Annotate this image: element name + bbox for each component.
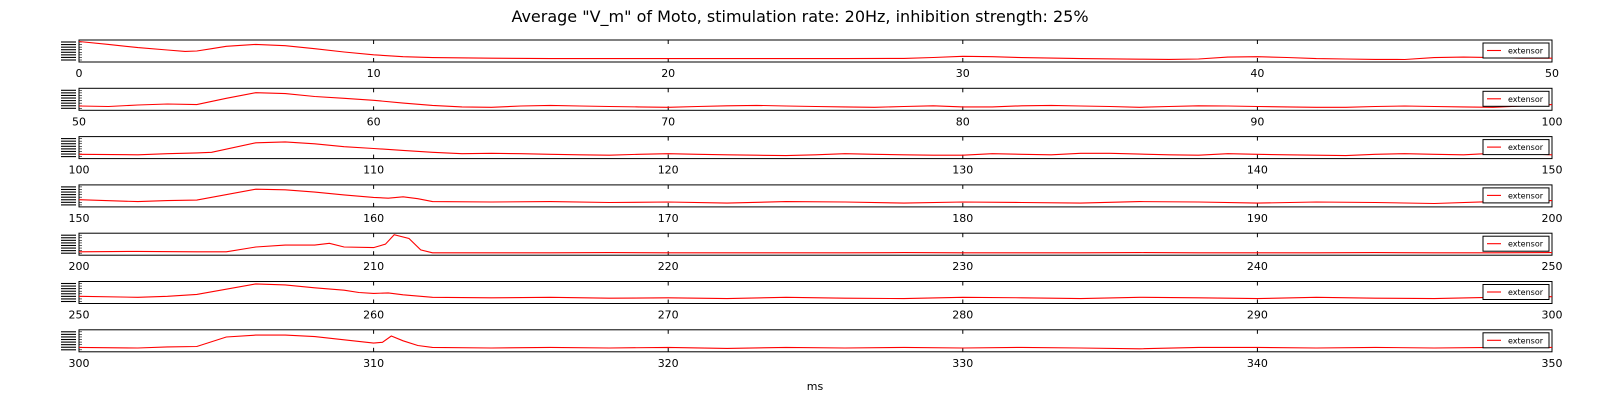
- panel-frame: [78, 87, 1553, 111]
- x-tick-label: 210: [363, 260, 384, 273]
- series-line-extensor: [78, 92, 1553, 108]
- series-line-extensor: [78, 234, 1553, 254]
- panels: 0 10 20 30 40 50 extensor 50 60 70 80 90 100 extensor…: [61, 39, 1563, 370]
- x-tick-label: 100: [69, 164, 90, 177]
- x-tick-label: 20: [661, 67, 675, 80]
- x-tick-label: 350: [1542, 357, 1563, 370]
- x-tick-label: 30: [956, 67, 970, 80]
- legend-label: extensor: [1508, 240, 1544, 249]
- x-tick-label: 60: [367, 115, 381, 128]
- x-axis-label: ms: [807, 380, 824, 393]
- panel-frame: [78, 329, 1553, 353]
- x-tick-label: 50: [72, 115, 86, 128]
- panel-5: 200 210 220 230 240 250 extensor: [61, 232, 1563, 273]
- series-line-extensor: [78, 188, 1553, 205]
- x-tick-label: 90: [1250, 115, 1264, 128]
- panel-3: 100 110 120 130 140 150 extensor: [61, 136, 1563, 177]
- panel-frame: [78, 232, 1553, 256]
- legend-box: [1482, 90, 1550, 107]
- x-tick-label: 40: [1250, 67, 1264, 80]
- x-tick-label: 310: [363, 357, 384, 370]
- legend-box: [1482, 139, 1550, 156]
- legend-label: extensor: [1508, 191, 1544, 200]
- x-tick-label: 200: [1542, 212, 1563, 225]
- x-tick-label: 280: [952, 309, 973, 322]
- panel-1: 0 10 20 30 40 50 extensor: [61, 39, 1559, 80]
- x-tick-label: 250: [1542, 260, 1563, 273]
- series-line-extensor: [78, 283, 1553, 300]
- series-line-extensor: [78, 334, 1552, 350]
- panel-2: 50 60 70 80 90 100 extensor: [61, 87, 1563, 128]
- panel-6: 250 260 270 280 290 300 extensor: [61, 281, 1563, 322]
- legend-label: extensor: [1508, 288, 1544, 297]
- x-tick-label: 170: [658, 212, 679, 225]
- legend-label: extensor: [1508, 143, 1544, 152]
- x-tick-label: 330: [952, 357, 973, 370]
- legend-box: [1482, 235, 1550, 252]
- panel-7: 300 310 320 330 340 350 extensor: [61, 329, 1563, 370]
- x-tick-label: 70: [661, 115, 675, 128]
- x-tick-label: 270: [658, 309, 679, 322]
- panel-frame: [78, 184, 1553, 208]
- legend-box: [1482, 284, 1550, 300]
- series-line-extensor: [78, 40, 1552, 61]
- x-tick-label: 10: [367, 67, 381, 80]
- x-tick-label: 260: [363, 309, 384, 322]
- x-tick-label: 80: [956, 115, 970, 128]
- x-tick-label: 290: [1247, 309, 1268, 322]
- x-tick-label: 240: [1247, 260, 1268, 273]
- x-tick-label: 50: [1545, 67, 1559, 80]
- x-tick-label: 140: [1247, 164, 1268, 177]
- legend-box: [1482, 332, 1550, 349]
- x-tick-label: 180: [952, 212, 973, 225]
- panel-frame: [78, 136, 1553, 160]
- legend-box: [1482, 187, 1550, 204]
- series-line-extensor: [78, 141, 1553, 157]
- x-tick-label: 150: [69, 212, 90, 225]
- x-tick-label: 0: [76, 67, 83, 80]
- x-tick-label: 190: [1247, 212, 1268, 225]
- x-tick-label: 100: [1542, 115, 1563, 128]
- x-tick-label: 110: [363, 164, 384, 177]
- x-tick-label: 230: [952, 260, 973, 273]
- x-tick-label: 160: [363, 212, 384, 225]
- panel-frame: [78, 281, 1553, 304]
- x-tick-label: 340: [1247, 357, 1268, 370]
- legend-label: extensor: [1508, 47, 1544, 56]
- x-tick-label: 130: [952, 164, 973, 177]
- x-tick-label: 120: [658, 164, 679, 177]
- panel-4: 150 160 170 180 190 200 extensor: [61, 184, 1563, 225]
- x-tick-label: 300: [1542, 309, 1563, 322]
- panel-frame: [78, 39, 1553, 63]
- x-tick-label: 220: [658, 260, 679, 273]
- x-tick-label: 300: [69, 357, 90, 370]
- legend-label: extensor: [1508, 95, 1544, 104]
- x-tick-label: 150: [1542, 164, 1563, 177]
- x-tick-label: 250: [69, 309, 90, 322]
- legend-label: extensor: [1508, 336, 1544, 345]
- chart-title: Average "V_m" of Moto, stimulation rate:…: [511, 7, 1088, 27]
- legend-box: [1482, 42, 1550, 59]
- x-tick-label: 200: [69, 260, 90, 273]
- x-tick-label: 320: [658, 357, 679, 370]
